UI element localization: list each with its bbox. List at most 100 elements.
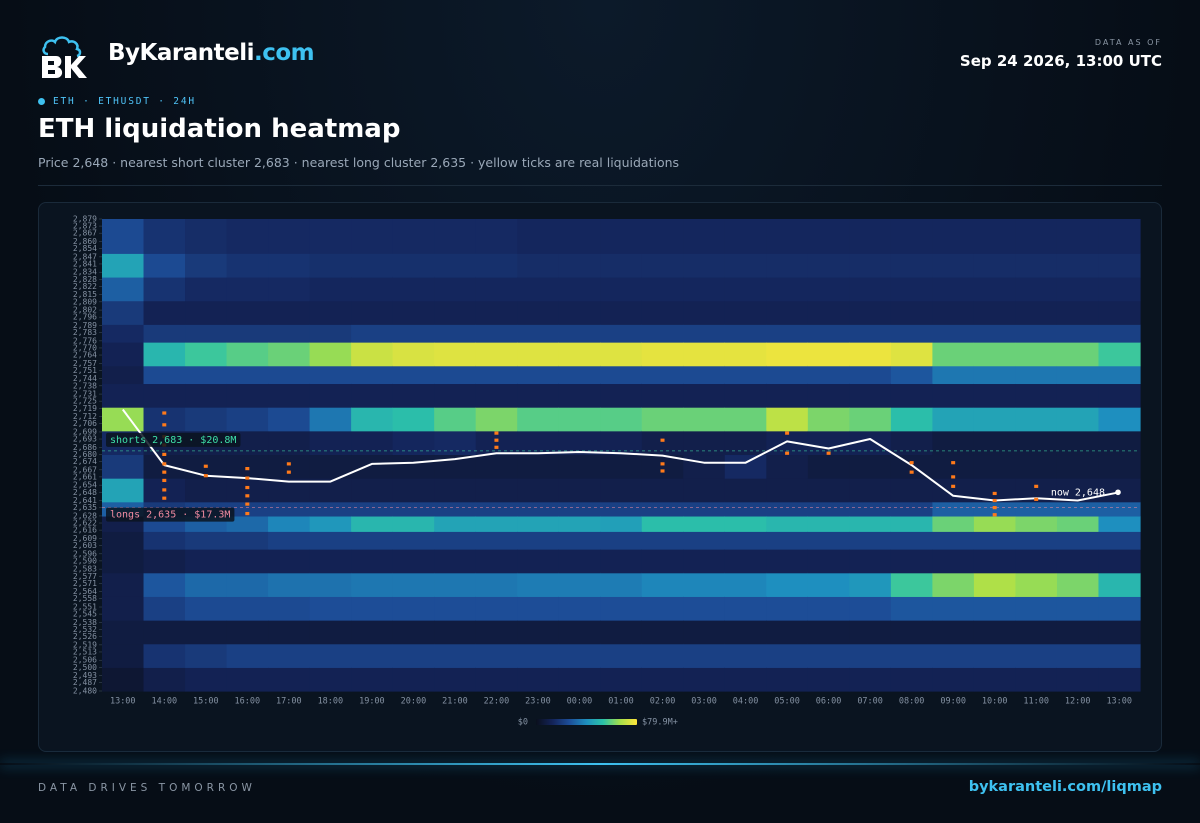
y-tick-label: 2,738 (73, 381, 97, 390)
x-tick-label: 09:00 (940, 697, 966, 707)
heat-cell (600, 643, 643, 668)
heat-cell (807, 454, 850, 479)
heat-cell (558, 596, 601, 621)
heat-cell (1098, 253, 1141, 278)
heat-cell (807, 383, 850, 408)
heat-cell (1015, 596, 1058, 621)
heat-cell (807, 549, 850, 574)
heat-cell (143, 407, 186, 432)
heat-cell (1098, 549, 1141, 574)
heat-cell (849, 383, 892, 408)
heat-cell (102, 365, 145, 385)
heat-cell (558, 667, 601, 692)
heat-cell (600, 454, 643, 479)
heat-cell (309, 383, 352, 408)
heat-cell (724, 596, 767, 621)
heat-cell (475, 365, 518, 385)
heat-cell (309, 643, 352, 668)
heat-cell (309, 596, 352, 621)
y-tick-label: 2,822 (73, 282, 97, 291)
heat-cell (1098, 454, 1141, 479)
heat-cell (268, 342, 311, 367)
heat-cell (683, 276, 726, 302)
heat-cell (102, 643, 145, 668)
x-tick-label: 16:00 (235, 697, 261, 707)
heat-cell (268, 300, 311, 325)
heat-cell (185, 383, 228, 408)
cluster-label: shorts 2,683 · $20.8M (106, 432, 241, 447)
heat-cell (268, 620, 311, 645)
heat-cell (143, 667, 186, 692)
footer-url[interactable]: bykaranteli.com/liqmap (968, 779, 1162, 795)
heat-cell (724, 478, 767, 503)
heat-cell (973, 531, 1017, 550)
brand-domain: .com (253, 40, 315, 66)
brand: ByKaranteli.com (108, 40, 315, 66)
heat-cell (932, 531, 975, 550)
heat-cell (890, 515, 933, 532)
liquidation-tick (992, 506, 997, 510)
heat-cell (932, 276, 975, 302)
heat-cell (766, 478, 809, 503)
heat-cell (641, 430, 684, 456)
y-tick-label: 2,506 (73, 656, 97, 665)
liquidation-tick (203, 464, 208, 468)
heat-cell (268, 407, 311, 432)
cluster-label-bg (106, 507, 235, 522)
heat-cell (1015, 324, 1058, 343)
heat-cell (517, 219, 560, 254)
heat-cell (766, 620, 809, 645)
heat-cell (724, 501, 767, 517)
y-tick-label: 2,480 (73, 687, 97, 696)
heat-cell (641, 478, 684, 503)
heat-cell (766, 454, 809, 479)
heat-cell (392, 383, 435, 408)
heat-cell (1056, 643, 1100, 668)
cluster-label-text: longs 2,635 · $17.3M (110, 510, 230, 521)
heat-cell (724, 407, 767, 432)
heat-cell (558, 276, 601, 302)
x-tick-label: 10:00 (982, 697, 1008, 707)
heat-cell (600, 430, 643, 456)
heat-cell (641, 324, 684, 343)
liquidation-tick (951, 461, 956, 465)
heat-cell (558, 219, 601, 254)
heat-cell (766, 407, 809, 432)
heat-cell (932, 643, 975, 668)
colorbar-label: $79.9M+ (642, 718, 678, 728)
heat-cell (766, 549, 809, 574)
heat-cell (392, 478, 435, 503)
heat-cell (849, 219, 892, 254)
brand-name: ByKaranteli (108, 40, 254, 66)
heat-cell (309, 365, 352, 385)
heat-cell (683, 596, 726, 621)
x-tick-label: 02:00 (650, 697, 676, 707)
heat-cell (268, 430, 311, 456)
heat-cell (351, 596, 394, 621)
heat-cell (600, 253, 643, 278)
heat-cell (102, 572, 145, 597)
liquidation-tick (785, 451, 790, 455)
heat-cell (309, 515, 352, 532)
y-tick-label: 2,596 (73, 549, 97, 558)
heat-cell (724, 253, 767, 278)
heat-cell (434, 501, 477, 517)
heat-cell (268, 365, 311, 385)
heat-cell (807, 300, 850, 325)
heat-cell (558, 454, 601, 479)
heat-cell (268, 596, 311, 621)
heat-cell (600, 342, 643, 367)
heat-cell (475, 501, 518, 517)
heat-cell (351, 430, 394, 456)
heat-cell (683, 253, 726, 278)
heat-cell (434, 365, 477, 385)
heat-cell (766, 253, 809, 278)
heat-cell (475, 300, 518, 325)
heat-cell (185, 253, 228, 278)
heat-cell (807, 365, 850, 385)
heat-cell (1056, 383, 1100, 408)
heat-cell (309, 620, 352, 645)
heat-cell (475, 276, 518, 302)
heat-cell (309, 324, 352, 343)
y-tick-label: 2,706 (73, 419, 97, 428)
